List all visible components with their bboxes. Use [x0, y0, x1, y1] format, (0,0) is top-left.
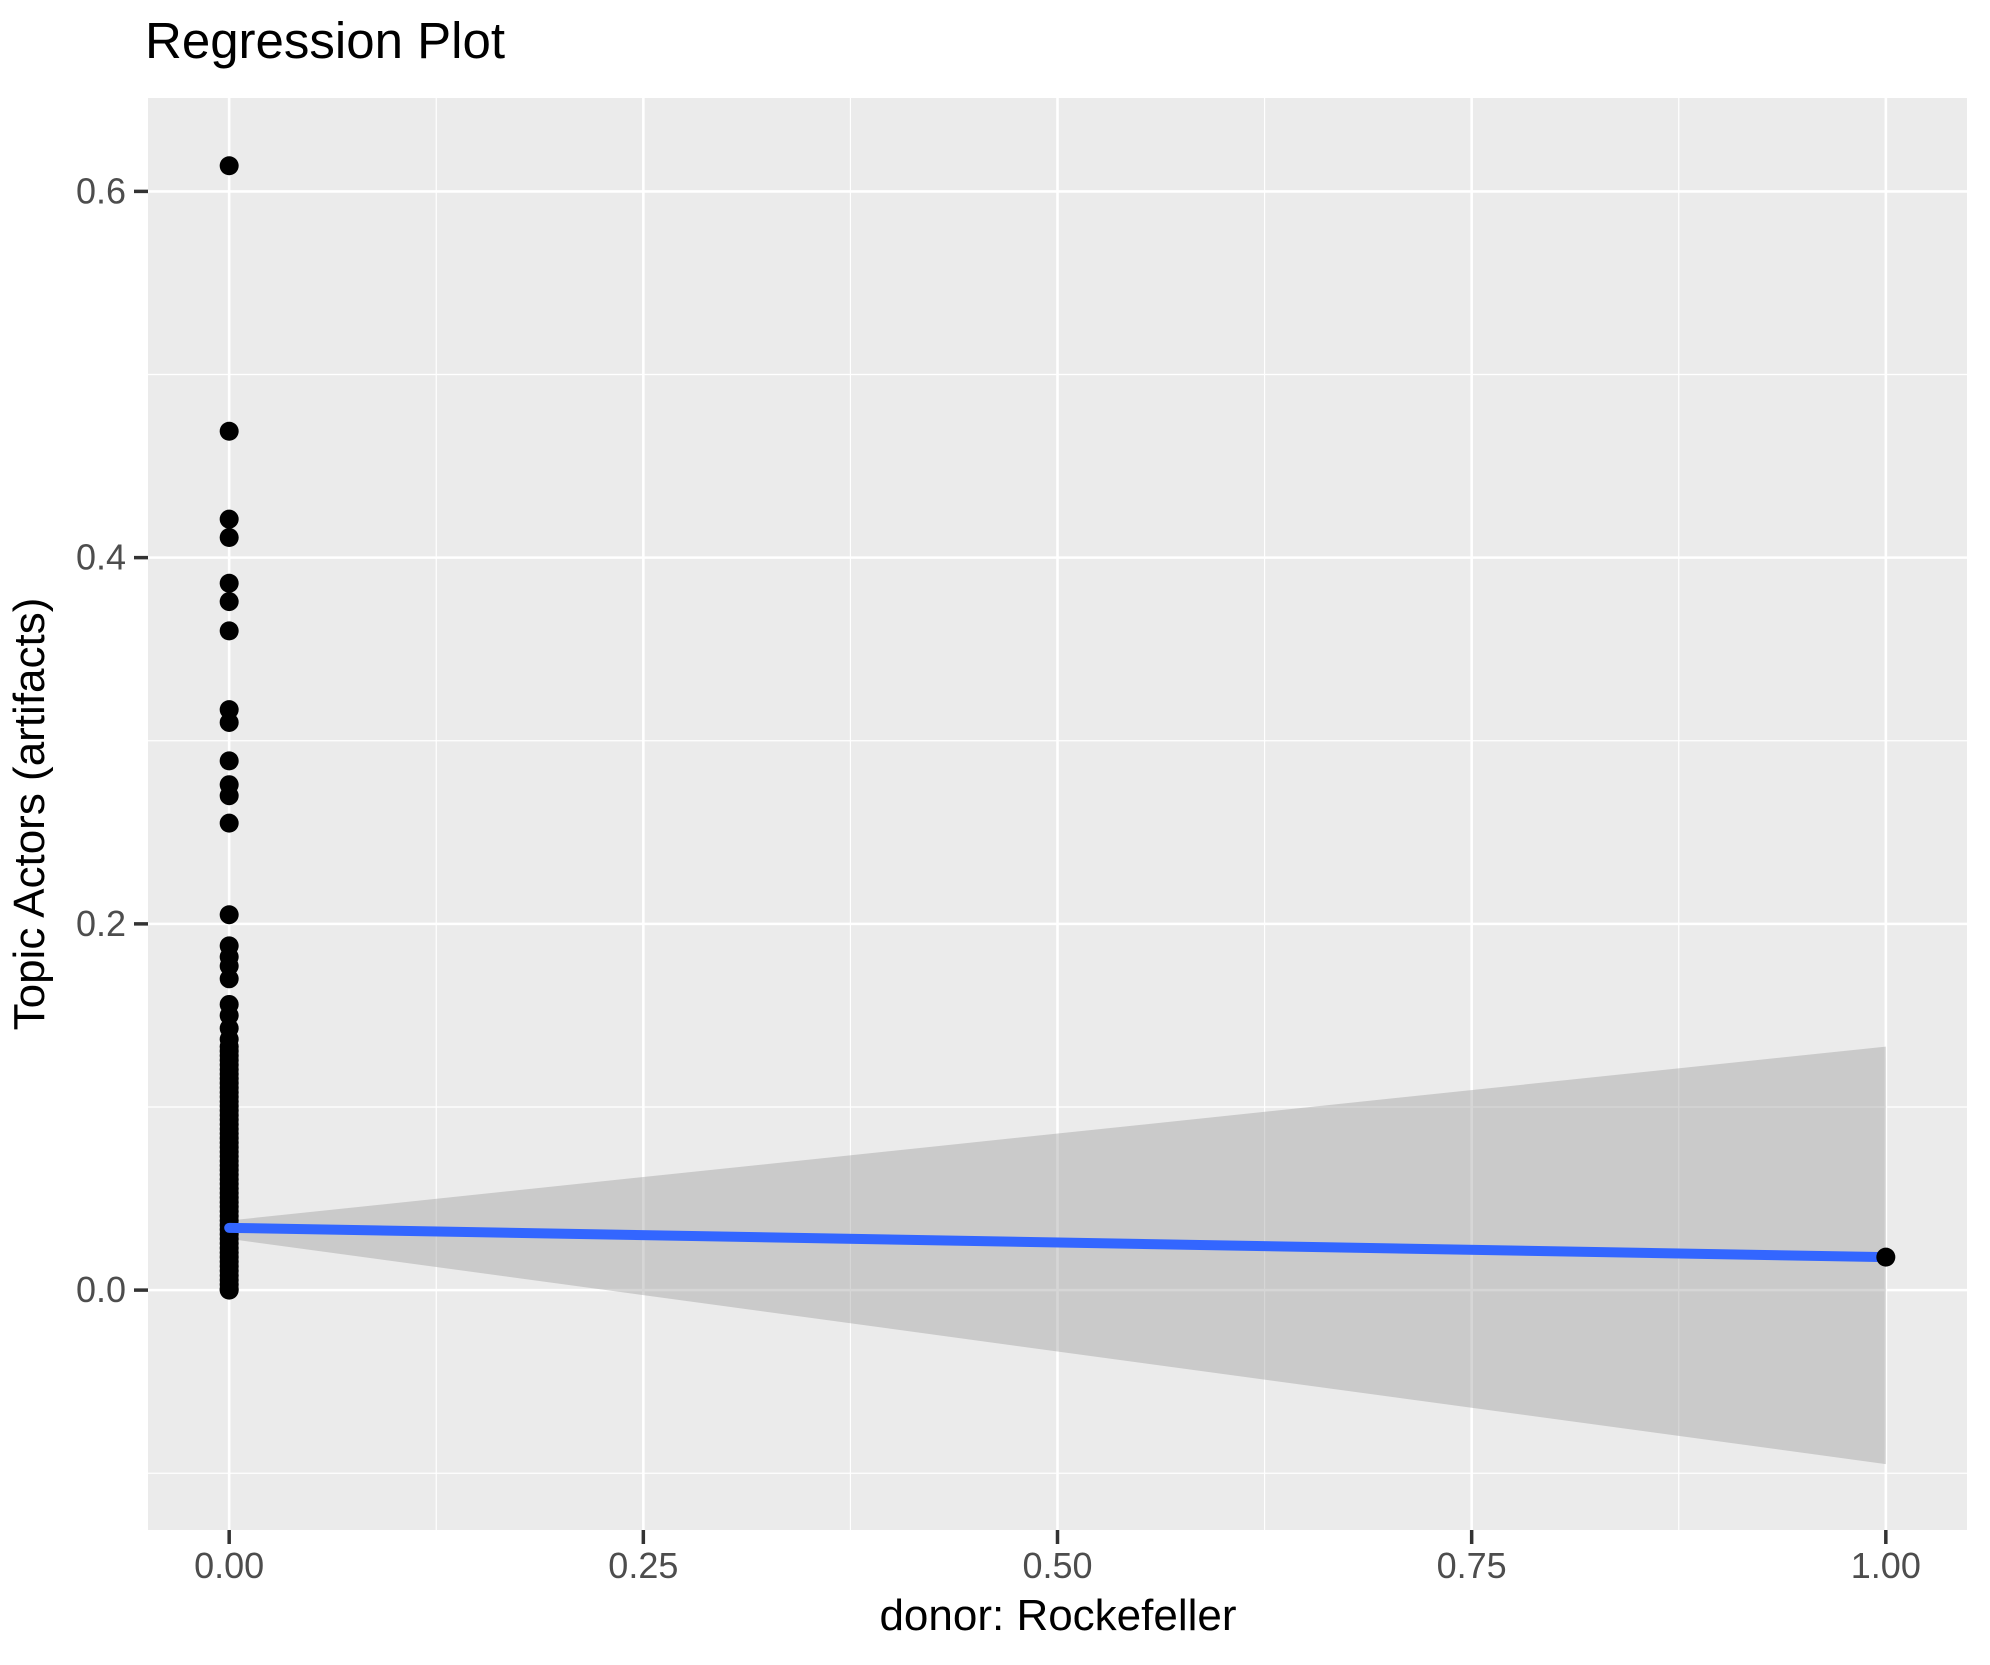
data-point — [219, 156, 239, 176]
data-point — [219, 509, 239, 529]
regression-line — [224, 1222, 1891, 1263]
data-point — [219, 712, 239, 732]
x-axis-title: donor: Rockefeller — [879, 1591, 1236, 1640]
data-point — [219, 813, 239, 833]
y-tick-label: 0.2 — [76, 903, 126, 944]
data-point — [219, 1280, 239, 1300]
y-axis-title: Topic Actors (artifacts) — [5, 598, 54, 1031]
data-point — [219, 751, 239, 771]
regression-line-layer — [224, 1222, 1891, 1263]
scatter-points — [219, 156, 239, 1300]
major-gridlines — [148, 98, 1967, 1530]
data-point — [219, 573, 239, 593]
data-point — [219, 527, 239, 547]
data-point — [219, 592, 239, 612]
x-tick-label: 0.75 — [1437, 1545, 1507, 1586]
confidence-band-area — [229, 1046, 1886, 1465]
y-tick-label: 0.4 — [76, 537, 126, 578]
x-tick-label: 1.00 — [1851, 1545, 1921, 1586]
x-tick-label: 0.50 — [1022, 1545, 1092, 1586]
confidence-band — [229, 1046, 1886, 1465]
axis-tick-labels: 0.00 0.25 0.50 0.75 1.00 0.0 0.2 0.4 0.6 — [76, 170, 1921, 1586]
data-point — [219, 621, 239, 641]
data-point-x1 — [1876, 1247, 1896, 1267]
y-tick-label: 0.0 — [76, 1269, 126, 1310]
y-tick-label: 0.6 — [76, 170, 126, 211]
x-tick-label: 0.00 — [194, 1545, 264, 1586]
x-tick-label: 0.25 — [608, 1545, 678, 1586]
axis-tick-marks — [134, 189, 1888, 1544]
data-point — [219, 786, 239, 806]
data-point — [219, 969, 239, 989]
scatter-point-x1-layer — [1876, 1247, 1896, 1267]
plot-title: Regression Plot — [145, 12, 505, 69]
data-point — [219, 421, 239, 441]
data-point — [219, 905, 239, 925]
